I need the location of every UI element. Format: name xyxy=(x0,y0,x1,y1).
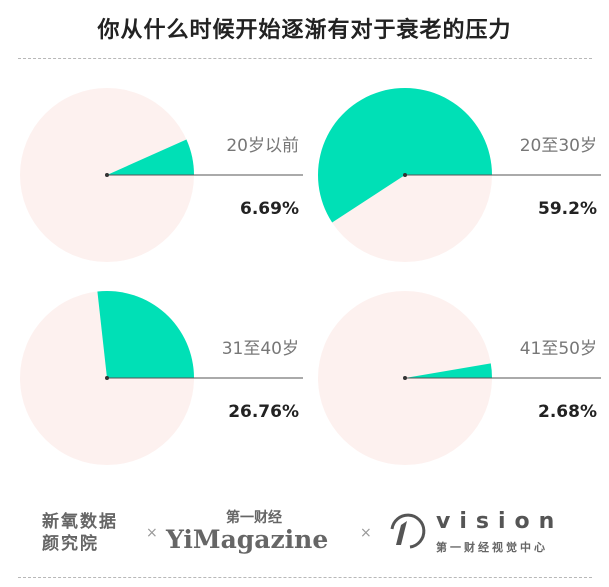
pie-slice xyxy=(97,290,194,378)
value-label: 2.68% xyxy=(538,402,597,422)
pie-center-dot xyxy=(105,376,109,380)
value-label: 6.69% xyxy=(240,199,299,219)
bottom-divider xyxy=(18,577,592,578)
pie-center-dot xyxy=(403,173,407,177)
category-label: 20至30岁 xyxy=(520,136,597,156)
category-label: 41至50岁 xyxy=(520,339,597,359)
separator-x: × xyxy=(146,525,158,541)
chart-title: 你从什么时候开始逐渐有对于衰老的压力 xyxy=(97,18,512,43)
pie-charts: 20岁以前 6.69% 20至30岁 59.2% 31至40岁 26.76% 41至50岁 2… xyxy=(20,87,601,465)
pie-slice xyxy=(405,363,492,378)
pie-slice xyxy=(317,87,492,223)
value-label: 26.76% xyxy=(228,402,299,422)
brand-soyoung-logo: 新氧数据 颜究院 xyxy=(42,512,118,554)
pie-center-dot xyxy=(403,376,407,380)
category-label: 31至40岁 xyxy=(222,339,299,359)
top-divider xyxy=(18,58,592,59)
brand-yimagazine-logo: YiMagazine xyxy=(166,525,329,554)
value-label: 59.2% xyxy=(538,199,597,219)
vision-logo-icon xyxy=(390,513,426,549)
brand-vision-logo: vision xyxy=(436,509,564,534)
pie-slice xyxy=(107,139,194,175)
brand-yicai-title: 第一财经 xyxy=(226,510,282,526)
category-label: 20岁以前 xyxy=(226,136,299,156)
pie-center-dot xyxy=(105,173,109,177)
brand-vision-subtitle: 第一财经视觉中心 xyxy=(436,541,548,554)
footer: 新氧数据 颜究院 × 第一财经 YiMagazine × vision 第一财经… xyxy=(0,495,609,570)
separator-x: × xyxy=(360,525,372,541)
